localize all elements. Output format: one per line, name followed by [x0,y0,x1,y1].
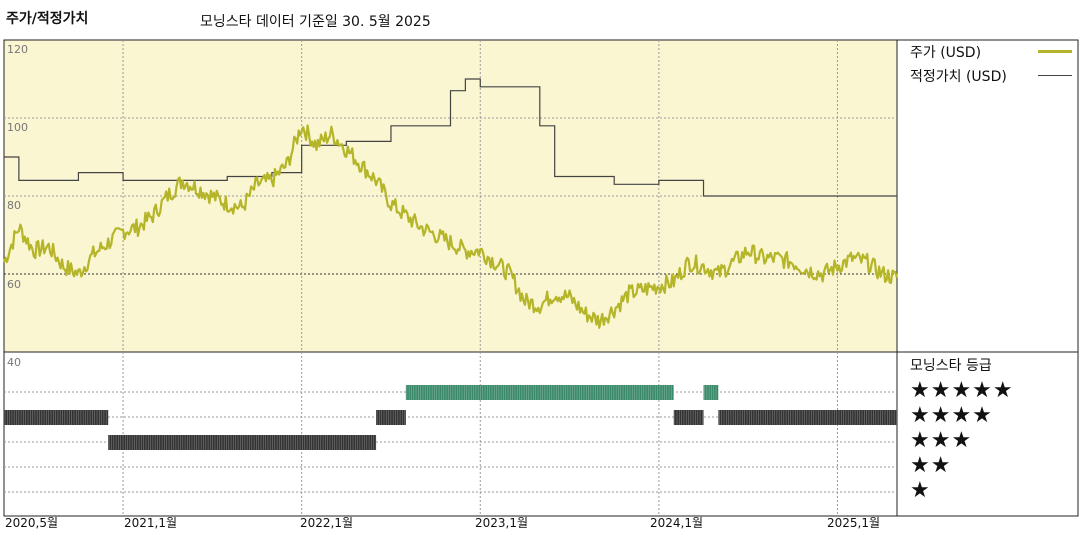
y-tick-label: 100 [7,121,28,134]
y-tick-label: 40 [7,356,21,369]
rating-bar-4 [376,410,406,425]
rating-bar-4 [4,410,109,425]
rating-2-stars: ★★ [910,453,952,478]
legend-price-label: 주가 (USD) [910,45,982,61]
rating-bar-4 [673,410,704,425]
x-tick-label: 2022,1월 [300,516,354,530]
rating-bar-fill [405,385,674,400]
legend-fair-label: 적정가치 (USD) [910,69,1007,85]
rating-bar-5 [703,385,719,400]
price-line [2,124,899,329]
rating-bar-5 [405,385,674,400]
rating-bar-4 [718,410,897,425]
rating-bar-fill [718,410,897,425]
x-tick-label: 2021,1월 [124,516,178,530]
rating-bar-fill [673,410,704,425]
rating-bar-fill [703,385,719,400]
rating-title: 모닝스타 등급 [910,358,992,374]
chart-subtitle: 모닝스타 데이터 기준일 30. 5월 2025 [200,14,431,30]
y-tick-label: 120 [7,43,28,56]
x-tick-label: 2020,5월 [5,516,59,530]
x-tick-label: 2025,1월 [827,516,881,530]
rating-3-stars: ★★★ [910,428,973,453]
y-tick-label: 80 [7,199,21,212]
rating-bar-fill [4,410,109,425]
rating-5-stars: ★★★★★ [910,378,1014,403]
fair-value-line [4,78,897,197]
rating-4-stars: ★★★★ [910,403,993,428]
legend-fair-swatch [1038,75,1072,76]
rating-bar-3 [108,435,377,450]
x-tick-label: 2024,1월 [650,516,704,530]
rating-bar-fill [376,410,406,425]
y-tick-label: 60 [7,278,21,291]
x-tick-label: 2023,1월 [475,516,529,530]
rating-1-stars: ★ [910,478,931,503]
rating-bar-fill [108,435,377,450]
chart-frame [3,39,1079,517]
legend-price-swatch [1038,50,1072,53]
chart-title: 주가/적정가치 [6,11,89,27]
